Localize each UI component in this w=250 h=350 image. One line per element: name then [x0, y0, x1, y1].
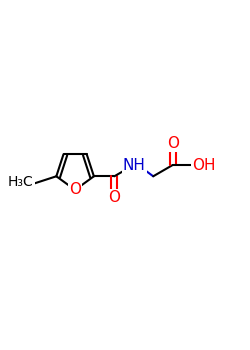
Text: H₃C: H₃C: [8, 175, 34, 189]
Text: O: O: [167, 136, 179, 151]
Text: O: O: [108, 190, 120, 205]
Text: O: O: [69, 182, 81, 197]
Text: NH: NH: [123, 158, 146, 173]
Text: OH: OH: [192, 158, 216, 173]
